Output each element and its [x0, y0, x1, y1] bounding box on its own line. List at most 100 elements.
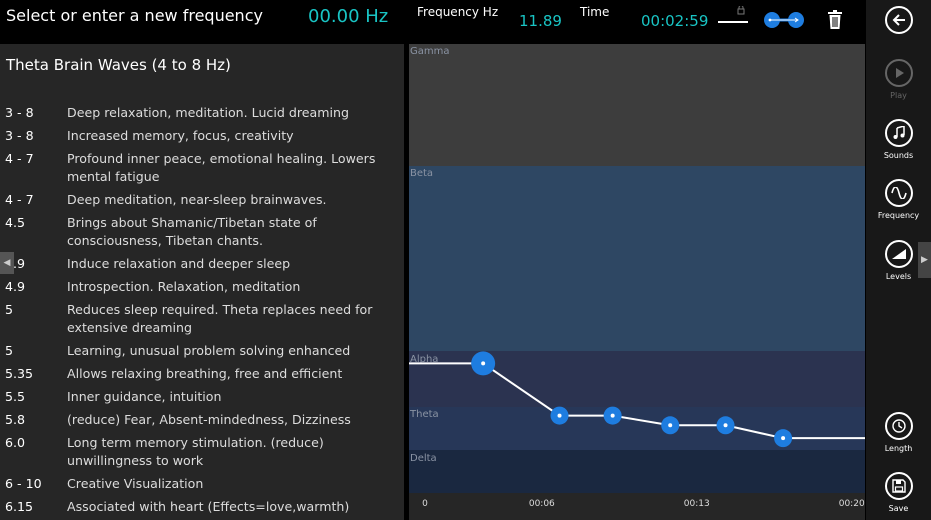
list-item[interactable]: 5 Reduces sleep required. Theta replaces … — [0, 301, 404, 337]
levels-button[interactable]: Levels — [866, 240, 931, 281]
back-arrow-icon — [884, 6, 913, 34]
time-axis — [409, 493, 865, 520]
x-tick-label: 00:13 — [684, 499, 710, 509]
top-bar: Select or enter a new frequency 00.00 Hz… — [0, 0, 866, 40]
list-item-hz: 5.35 — [5, 366, 34, 381]
band-label: Theta — [409, 409, 439, 420]
list-item-hz: 6.0 — [5, 435, 26, 450]
point-center — [668, 423, 673, 428]
list-item-description: (reduce) Fear, Absent-mindedness, Dizzin… — [67, 412, 351, 427]
band-label: Beta — [410, 168, 433, 179]
list-item-description: Allows relaxing breathing, free and effi… — [67, 366, 343, 381]
list-item[interactable]: 5.8 (reduce) Fear, Absent-mindedness, Diz… — [0, 411, 404, 429]
list-item-hz: 5.8 — [5, 412, 26, 427]
list-item-hz: 4.9 — [5, 279, 26, 294]
list-item-description: Long term memory stimulation. (reduce) u… — [67, 435, 324, 468]
play-icon — [884, 59, 913, 87]
list-item-hz: 4.5 — [5, 215, 26, 230]
x-tick-label: 00:06 — [529, 499, 555, 509]
band-label: Delta — [410, 453, 437, 464]
save-button[interactable]: Save — [866, 472, 931, 513]
x-tick-label: 0 — [422, 499, 428, 509]
band-delta — [409, 450, 865, 493]
sine-wave-icon — [884, 179, 913, 207]
list-item-description: Profound inner peace, emotional healing.… — [67, 151, 376, 184]
band-theta — [409, 407, 865, 450]
list-item-description: Reduces sleep required. Theta replaces n… — [67, 302, 373, 335]
floppy-disk-icon — [884, 472, 913, 500]
lock-icon[interactable] — [718, 6, 748, 28]
list-item-description: Increased memory, focus, creativity — [67, 128, 294, 143]
point-center — [481, 361, 486, 366]
list-item-description: Associated with heart (Effects=love,warm… — [67, 499, 350, 514]
band-beta — [409, 166, 865, 351]
collapse-left-chevron-icon[interactable]: ◀ — [0, 252, 14, 274]
time-value: 00:02:59 — [641, 12, 709, 30]
list-item[interactable]: 4 - 7 Deep meditation, near-sleep brainwa… — [0, 191, 404, 209]
list-item-hz: 4.9 — [5, 256, 26, 271]
sounds-label: Sounds — [883, 151, 914, 160]
list-item-hz: 5 — [5, 343, 14, 358]
list-item-hz: 3 - 8 — [5, 105, 34, 120]
point-center — [610, 413, 615, 418]
time-label: Time — [580, 5, 610, 19]
list-item-description: Learning, unusual problem solving enhanc… — [67, 343, 351, 358]
list-item-hz: 3 - 8 — [5, 128, 34, 143]
list-item-description: Brings about Shamanic/Tibetan state of c… — [67, 215, 317, 248]
x-tick-label: 00:20 — [839, 499, 865, 509]
clock-icon — [884, 412, 913, 440]
list-item[interactable]: 5.35 Allows relaxing breathing, free and … — [0, 365, 404, 383]
list-item[interactable]: 3 - 8 Deep relaxation, meditation. Lucid … — [0, 104, 404, 122]
list-item[interactable]: 4 - 7 Profound inner peace, emotional hea… — [0, 150, 404, 186]
list-item-description: Creative Visualization — [67, 476, 204, 491]
levels-label: Levels — [885, 272, 912, 281]
list-item-hz: 4 - 7 — [5, 151, 34, 166]
frequency-timeline-chart[interactable]: Gamma Beta Alpha Theta Delta 0 00:06 00:13 00:20 — [409, 44, 865, 520]
frequency-button[interactable]: Frequency — [866, 179, 931, 220]
back-button[interactable] — [866, 6, 931, 34]
list-title: Theta Brain Waves (4 to 8 Hz) — [6, 56, 231, 74]
list-item[interactable]: 6.0 Long term memory stimulation. (reduce… — [0, 434, 404, 470]
link-points-icon[interactable] — [762, 10, 806, 30]
list-item-hz: 5 — [5, 302, 14, 317]
play-button[interactable]: Play — [866, 59, 931, 100]
list-item[interactable]: 6 - 10 Creative Visualization — [0, 475, 404, 493]
point-center — [557, 413, 562, 418]
list-item-hz: 6 - 10 — [5, 476, 42, 491]
frequency-value: 11.89 — [519, 12, 562, 30]
trash-icon[interactable] — [826, 10, 844, 30]
list-item-description: Induce relaxation and deeper sleep — [67, 256, 291, 271]
music-note-icon — [884, 119, 913, 147]
list-item-description: Inner guidance, intuition — [67, 389, 222, 404]
save-label: Save — [888, 504, 909, 513]
list-item[interactable]: 4.9 Introspection. Relaxation, meditation — [0, 278, 404, 296]
sounds-button[interactable]: Sounds — [866, 119, 931, 160]
frequency-list: 3 - 8 Deep relaxation, meditation. Lucid … — [0, 104, 404, 520]
list-item-description: Deep meditation, near-sleep brainwaves. — [67, 192, 327, 207]
list-item[interactable]: 4.9 Induce relaxation and deeper sleep — [0, 255, 404, 273]
volume-ramp-icon — [884, 240, 913, 268]
band-gamma — [409, 44, 865, 166]
list-item-description: Deep relaxation, meditation. Lucid dream… — [67, 105, 349, 120]
point-center — [723, 423, 728, 428]
length-button[interactable]: Length — [866, 412, 931, 453]
list-item-hz: 4 - 7 — [5, 192, 34, 207]
band-label: Alpha — [410, 354, 438, 365]
frequency-prompt[interactable]: Select or enter a new frequency — [6, 6, 263, 25]
frequency-line — [409, 362, 865, 440]
list-item[interactable]: 5.5 Inner guidance, intuition — [0, 388, 404, 406]
frequency-list-panel: Theta Brain Waves (4 to 8 Hz) 3 - 8 Deep … — [0, 44, 404, 520]
list-item-description: Introspection. Relaxation, meditation — [67, 279, 301, 294]
list-item[interactable]: 5 Learning, unusual problem solving enhan… — [0, 342, 404, 360]
frequency-label: Frequency Hz — [417, 5, 499, 19]
list-item[interactable]: 6.15 Associated with heart (Effects=love,… — [0, 498, 404, 516]
play-label: Play — [890, 91, 907, 100]
current-frequency-display[interactable]: 00.00 Hz — [308, 6, 389, 27]
frequency-label-appbar: Frequency — [877, 211, 920, 220]
list-item[interactable]: 3 - 8 Increased memory, focus, creativity — [0, 127, 404, 145]
length-label: Length — [884, 444, 913, 453]
band-label: Gamma — [410, 46, 450, 57]
point-center — [781, 436, 786, 441]
expand-right-chevron-icon[interactable]: ▶ — [918, 242, 931, 278]
list-item[interactable]: 4.5 Brings about Shamanic/Tibetan state o… — [0, 214, 404, 250]
